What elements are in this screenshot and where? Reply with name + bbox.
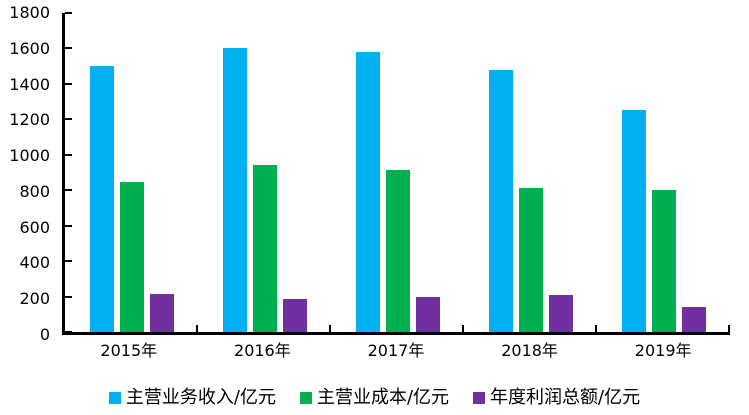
x-axis-tick bbox=[595, 325, 597, 332]
bar-group bbox=[597, 13, 730, 332]
y-tick-label: 1000 bbox=[9, 146, 50, 166]
bar-group bbox=[331, 13, 464, 332]
bar bbox=[681, 307, 706, 332]
x-category-label: 2017年 bbox=[367, 341, 425, 360]
y-tick-label: 1800 bbox=[9, 3, 50, 22]
y-axis-tick bbox=[65, 189, 72, 192]
bar bbox=[518, 187, 543, 332]
y-axis-tick bbox=[65, 331, 72, 333]
y-tick-label: 600 bbox=[19, 217, 50, 237]
x-category-label: 2019年 bbox=[634, 341, 692, 360]
bar bbox=[355, 52, 380, 332]
bar bbox=[651, 190, 676, 332]
x-category-label: 2015年 bbox=[100, 341, 158, 360]
y-axis-tick bbox=[65, 12, 72, 14]
y-axis-tick bbox=[65, 82, 72, 85]
y-axis-tick bbox=[65, 153, 72, 156]
y-tick-label: 1400 bbox=[9, 74, 50, 94]
bar bbox=[282, 299, 307, 332]
legend-swatch-icon bbox=[299, 392, 312, 404]
bar bbox=[415, 297, 440, 332]
y-axis-tick bbox=[65, 260, 72, 263]
legend-item: 主营业成本/亿元 bbox=[299, 387, 450, 408]
y-tick-label: 0 bbox=[39, 325, 50, 344]
bar-group bbox=[198, 13, 331, 332]
x-axis-tick bbox=[329, 325, 331, 332]
x-category-label: 2016年 bbox=[234, 341, 291, 360]
y-tick-label: 400 bbox=[19, 253, 50, 273]
bar bbox=[222, 47, 247, 332]
x-axis-tick bbox=[462, 325, 464, 332]
y-tick-label: 800 bbox=[19, 181, 50, 201]
bar-groups bbox=[65, 13, 730, 332]
bar bbox=[488, 69, 513, 332]
plot-area bbox=[62, 12, 730, 335]
bar bbox=[119, 182, 144, 332]
legend-label: 主营业务收入/亿元 bbox=[125, 387, 276, 408]
legend-swatch-icon bbox=[108, 392, 121, 404]
y-axis-tick bbox=[65, 118, 72, 121]
bar bbox=[621, 109, 646, 332]
x-axis-tick bbox=[728, 325, 730, 332]
x-axis-labels: 2015年 2016年 2017年 2018年 2019年 bbox=[62, 341, 730, 360]
legend-item: 主营业务收入/亿元 bbox=[108, 387, 276, 408]
y-tick-label: 1600 bbox=[9, 38, 50, 58]
x-category-label: 2018年 bbox=[501, 341, 558, 360]
legend: 主营业务收入/亿元 主营业成本/亿元 年度利润总额/亿元 bbox=[0, 384, 749, 412]
x-axis-tick bbox=[196, 325, 198, 332]
bar bbox=[548, 294, 573, 332]
bar-group bbox=[65, 13, 198, 332]
legend-label: 年度利润总额/亿元 bbox=[490, 387, 641, 408]
y-axis-tick bbox=[65, 295, 72, 298]
bar bbox=[385, 169, 410, 332]
y-axis-tick bbox=[65, 47, 72, 50]
legend-label: 主营业成本/亿元 bbox=[316, 387, 450, 408]
y-tick-label: 200 bbox=[19, 289, 50, 309]
y-axis-tick bbox=[65, 224, 72, 227]
legend-item: 年度利润总额/亿元 bbox=[473, 389, 640, 407]
bar bbox=[89, 66, 114, 332]
bar-group bbox=[464, 13, 597, 332]
y-tick-label: 1200 bbox=[9, 110, 50, 130]
legend-swatch-icon bbox=[473, 392, 486, 404]
bar bbox=[252, 164, 277, 332]
bar bbox=[149, 293, 174, 332]
y-axis-labels: 0 200 400 600 800 1000 1200 1400 1600 1800 bbox=[0, 5, 54, 343]
